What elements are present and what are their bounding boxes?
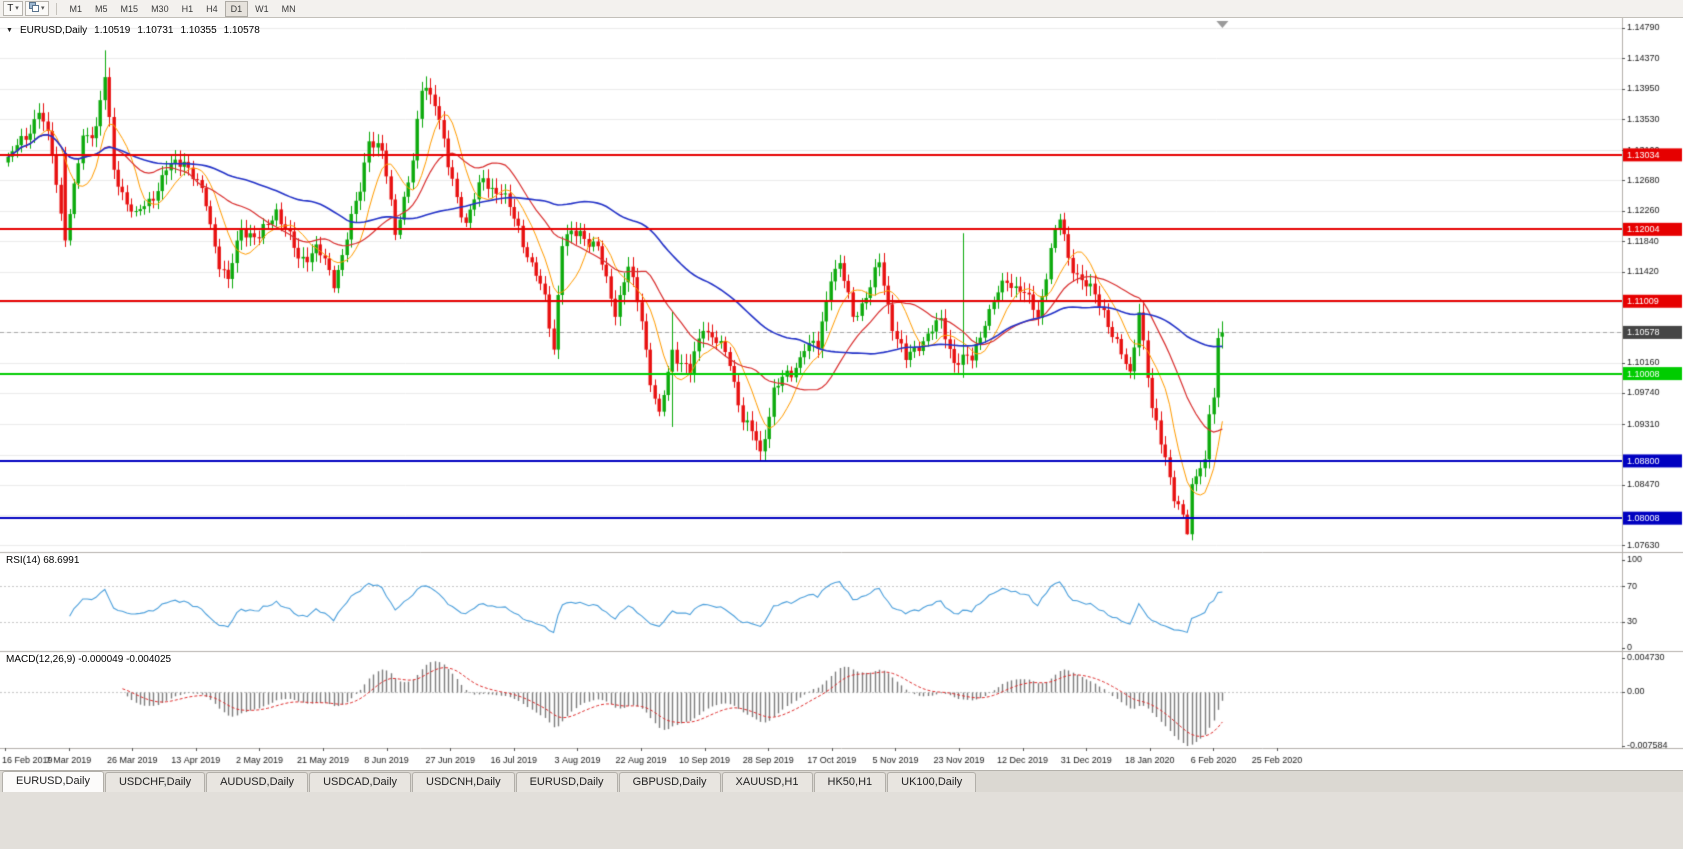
chart-tab-6-gbpusd-daily[interactable]: GBPUSD,Daily xyxy=(618,772,721,792)
chart-tab-3-usdcad-daily[interactable]: USDCAD,Daily xyxy=(309,772,412,792)
timeframe-button-m30[interactable]: M30 xyxy=(151,3,169,14)
timeframe-button-w1[interactable]: W1 xyxy=(255,3,269,14)
caret-down-icon: ▾ xyxy=(41,5,45,12)
timeframe-button-h1[interactable]: H1 xyxy=(181,3,194,14)
chart-tab-1-usdchf-daily[interactable]: USDCHF,Daily xyxy=(104,772,206,792)
chart-tab-4-usdcnh-daily[interactable]: USDCNH,Daily xyxy=(412,772,515,792)
chart-tab-0-eurusd-daily[interactable]: EURUSD,Daily xyxy=(2,771,104,792)
t-tool-button[interactable]: T ▾ xyxy=(3,1,23,16)
chart-tabs-bar: EURUSD,Daily USDCHF,Daily AUDUSD,Daily USDC… xyxy=(0,770,1683,792)
chart-tab-2-audusd-daily[interactable]: AUDUSD,Daily xyxy=(206,772,309,792)
toolbar-separator xyxy=(55,2,57,15)
timeframe-button-group: M1 M5 M15 M30 H1 H4 D1 W1 MN xyxy=(64,0,302,17)
chart-tab-7-xauusd-h1[interactable]: XAUUSD,H1 xyxy=(721,772,813,792)
chart-tab-5-eurusd-daily[interactable]: EURUSD,Daily xyxy=(515,772,618,792)
chart-tab-9-uk100-daily[interactable]: UK100,Daily xyxy=(887,772,977,792)
chart-window: ▼ EURUSD,Daily 1.10519 1.10731 1.10355 1… xyxy=(0,18,1683,770)
timeframe-button-m15[interactable]: M15 xyxy=(120,3,139,14)
price-chart-canvas[interactable] xyxy=(0,18,1683,770)
chart-tab-8-hk50-h1[interactable]: HK50,H1 xyxy=(813,772,887,792)
timeframe-button-m5[interactable]: M5 xyxy=(95,3,108,14)
timeframe-button-mn[interactable]: MN xyxy=(281,3,296,14)
t-tool-label: T xyxy=(7,3,14,14)
timeframe-button-h4[interactable]: H4 xyxy=(206,3,218,14)
timeframe-button-m1[interactable]: M1 xyxy=(69,3,83,14)
objects-icon xyxy=(29,2,39,15)
timeframe-button-d1[interactable]: D1 xyxy=(224,0,249,17)
top-toolbar: T ▾ ▾ M1 M5 M15 M30 H1 H4 D1 W1 MN xyxy=(0,0,1683,18)
chart-objects-button[interactable]: ▾ xyxy=(25,1,49,16)
window-bottom-area xyxy=(0,792,1683,849)
caret-down-icon: ▾ xyxy=(15,5,19,12)
